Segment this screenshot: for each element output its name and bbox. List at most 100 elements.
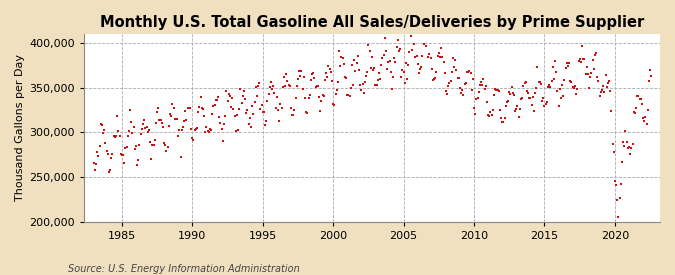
Point — [587, 58, 598, 62]
Point — [402, 77, 412, 81]
Point — [313, 83, 323, 88]
Point — [580, 72, 591, 76]
Point — [595, 90, 606, 94]
Point — [364, 49, 375, 53]
Y-axis label: Thousand Gallons per Day: Thousand Gallons per Day — [15, 54, 25, 201]
Point — [171, 117, 182, 121]
Point — [439, 71, 450, 75]
Point — [190, 127, 201, 131]
Point — [297, 87, 308, 91]
Point — [214, 115, 225, 119]
Point — [160, 143, 171, 147]
Point — [124, 129, 134, 133]
Point — [473, 90, 484, 95]
Point — [483, 112, 493, 117]
Point — [238, 89, 249, 93]
Point — [322, 75, 333, 79]
Point — [538, 96, 549, 100]
Point — [564, 60, 574, 65]
Point — [283, 83, 294, 88]
Point — [589, 53, 600, 57]
Point — [257, 109, 268, 114]
Point — [216, 127, 227, 131]
Point — [152, 110, 163, 114]
Point — [529, 109, 539, 114]
Point — [284, 84, 295, 89]
Point — [132, 163, 142, 167]
Point — [373, 71, 384, 75]
Point — [268, 84, 279, 89]
Point — [248, 112, 259, 116]
Point — [601, 85, 612, 90]
Point — [159, 141, 169, 145]
Point — [157, 124, 168, 129]
Point — [403, 62, 414, 67]
Point — [323, 64, 334, 69]
Point — [514, 106, 525, 111]
Point — [290, 96, 301, 100]
Point — [292, 84, 302, 89]
Point — [103, 151, 113, 156]
Point — [486, 112, 497, 117]
Point — [643, 78, 654, 83]
Point — [425, 56, 436, 60]
Point — [616, 160, 627, 164]
Point — [155, 118, 166, 122]
Point — [397, 68, 408, 73]
Point — [331, 88, 342, 92]
Point — [484, 114, 495, 118]
Point — [597, 88, 608, 92]
Point — [574, 57, 585, 62]
Point — [645, 67, 655, 72]
Point — [201, 125, 212, 129]
Title: Monthly U.S. Total Gasoline All Sales/Deliveries by Prime Supplier: Monthly U.S. Total Gasoline All Sales/De… — [100, 15, 644, 30]
Point — [379, 36, 390, 40]
Point — [375, 77, 385, 81]
Point — [539, 104, 550, 109]
Point — [343, 93, 354, 97]
Point — [220, 114, 231, 118]
Point — [206, 127, 217, 132]
Point — [140, 126, 151, 130]
Point — [640, 115, 651, 119]
Point — [108, 134, 119, 138]
Point — [88, 161, 99, 165]
Point — [300, 96, 310, 100]
Point — [174, 127, 185, 132]
Point — [363, 43, 374, 48]
Point — [279, 75, 290, 79]
Point — [525, 96, 536, 100]
Point — [126, 120, 136, 124]
Point — [381, 49, 392, 53]
Point — [336, 55, 347, 59]
Point — [252, 84, 263, 89]
Point — [149, 138, 160, 142]
Point — [406, 48, 417, 53]
Point — [593, 79, 604, 83]
Point — [598, 83, 609, 88]
Point — [462, 70, 472, 75]
Point — [184, 105, 195, 110]
Point — [90, 168, 101, 172]
Point — [130, 144, 141, 148]
Point — [311, 84, 322, 89]
Point — [537, 99, 547, 103]
Point — [92, 150, 103, 155]
Point — [492, 88, 503, 93]
Point — [133, 158, 144, 162]
Point — [179, 119, 190, 123]
Point — [176, 128, 187, 132]
Point — [396, 75, 406, 80]
Point — [182, 106, 193, 111]
Point — [460, 81, 471, 85]
Point — [279, 84, 290, 88]
Point — [444, 81, 455, 86]
Point — [502, 100, 512, 104]
Point — [554, 104, 564, 108]
Point — [141, 125, 152, 129]
Point — [355, 83, 366, 87]
Point — [385, 70, 396, 74]
Point — [157, 121, 167, 125]
Point — [519, 81, 530, 85]
Point — [459, 82, 470, 86]
